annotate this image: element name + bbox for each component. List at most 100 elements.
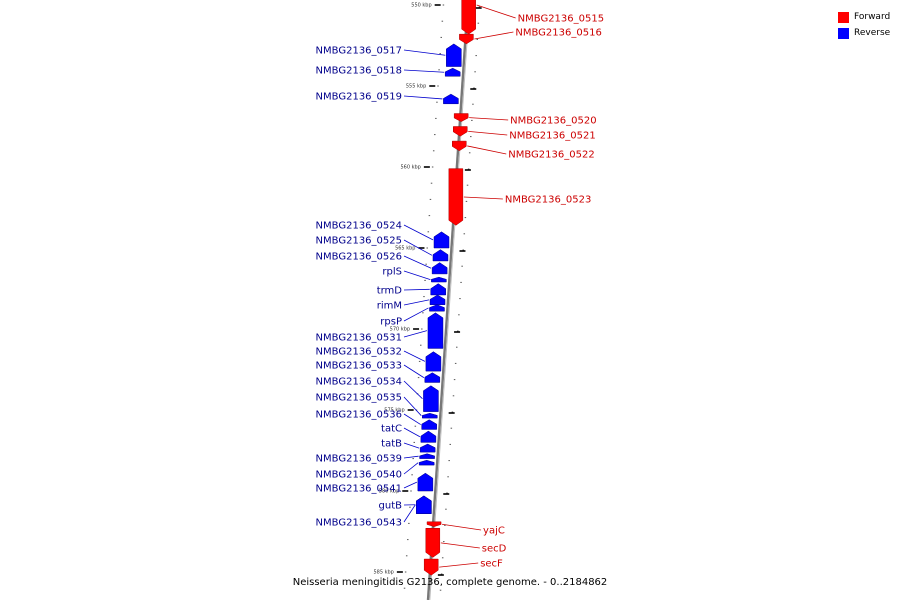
forward-gene-label[interactable]: secD [482, 544, 507, 555]
reverse-gene-leader [403, 455, 419, 459]
reverse-gene-leader [403, 299, 430, 306]
reverse-gene[interactable] [433, 231, 450, 249]
forward-gene[interactable] [453, 113, 469, 122]
reverse-gene[interactable] [417, 472, 434, 492]
reverse-gene-leader [403, 350, 426, 362]
reverse-gene-label[interactable]: rimM [377, 301, 402, 312]
legend-item-forward: Forward [838, 9, 890, 25]
reverse-gene-leader [403, 504, 416, 523]
genome-axis-shadow [429, 0, 471, 600]
forward-gene-label[interactable]: NMBG2136_0521 [509, 131, 595, 142]
forward-gene-leader [474, 31, 514, 40]
reverse-gene[interactable] [418, 459, 435, 466]
reverse-gene-leader [403, 255, 432, 269]
forward-gene-label[interactable]: yajC [483, 526, 505, 537]
forward-gene[interactable] [461, 0, 476, 35]
reverse-gene-leader [403, 413, 421, 425]
reverse-gene-label[interactable]: tatB [381, 439, 402, 450]
reverse-gene-leader [403, 270, 431, 280]
kbp-tick-label: 550 kbp [411, 3, 431, 9]
reverse-gene-label[interactable]: NMBG2136_0526 [316, 252, 402, 263]
reverse-gene-label[interactable]: NMBG2136_0539 [316, 454, 402, 465]
forward-gene-leader [439, 562, 479, 568]
reverse-gene[interactable] [420, 430, 437, 443]
kbp-tick-label: 565 kbp [395, 246, 415, 252]
reverse-gene-label[interactable]: NMBG2136_0534 [316, 377, 402, 388]
reverse-gene-leader [403, 427, 421, 438]
forward-gene-label[interactable]: NMBG2136_0516 [515, 28, 601, 39]
forward-gene-label[interactable]: secF [480, 559, 503, 570]
genome-caption: Neisseria meningitidis G2136, complete g… [292, 577, 608, 588]
forward-gene-label[interactable]: NMBG2136_0523 [505, 195, 591, 206]
reverse-gene[interactable] [423, 385, 439, 412]
reverse-gene-leader [403, 442, 420, 449]
reverse-gene-label[interactable]: NMBG2136_0531 [316, 333, 402, 344]
reverse-gene-label[interactable]: rplS [382, 267, 402, 278]
reverse-gene-label[interactable]: NMBG2136_0532 [316, 347, 402, 358]
reverse-gene-label[interactable]: gutB [379, 501, 403, 512]
reverse-gene-label[interactable]: rpsP [380, 317, 402, 328]
forward-gene-label[interactable]: NMBG2136_0520 [510, 116, 596, 127]
forward-gene-label[interactable]: NMBG2136_0522 [508, 150, 594, 161]
reverse-gene[interactable] [432, 249, 449, 262]
reverse-gene-label[interactable]: NMBG2136_0535 [316, 393, 402, 404]
reverse-gene[interactable] [444, 67, 461, 77]
legend-label-forward: Forward [854, 12, 891, 22]
reverse-gene[interactable] [430, 283, 446, 296]
kbp-tick-label: 560 kbp [400, 165, 420, 171]
reverse-gene[interactable] [429, 294, 446, 305]
reverse-gene-label[interactable]: NMBG2136_0524 [316, 221, 402, 232]
forward-gene[interactable] [448, 168, 464, 226]
reverse-gene[interactable] [443, 93, 459, 105]
reverse-gene[interactable] [419, 453, 435, 459]
forward-gene-label[interactable]: NMBG2136_0515 [518, 14, 604, 25]
forward-gene[interactable] [452, 126, 468, 137]
reverse-gene-leader [403, 49, 446, 56]
reverse-gene-leader [403, 380, 423, 399]
reverse-gene[interactable] [446, 43, 462, 67]
forward-gene[interactable] [426, 521, 442, 527]
reverse-gene-label[interactable]: NMBG2136_0518 [316, 66, 402, 77]
forward-gene-leader [441, 523, 482, 531]
forward-gene[interactable] [423, 558, 439, 576]
forward-gene[interactable] [459, 33, 474, 45]
reverse-gene[interactable] [431, 262, 448, 275]
reverse-gene[interactable] [427, 312, 444, 349]
reverse-gene-label[interactable]: NMBG2136_0519 [316, 92, 402, 103]
kbp-tick-label: 555 kbp [406, 84, 426, 90]
reverse-gene[interactable] [419, 443, 436, 453]
legend-swatch-forward [838, 11, 849, 23]
reverse-gene-label[interactable]: NMBG2136_0517 [316, 46, 402, 57]
reverse-gene-label[interactable]: trmD [377, 286, 403, 297]
legend-label-reverse: Reverse [854, 28, 891, 38]
forward-gene-leader [467, 145, 507, 155]
reverse-gene[interactable] [429, 304, 445, 312]
reverse-gene-label[interactable]: NMBG2136_0543 [316, 518, 402, 529]
genome-axis [426, 0, 470, 600]
reverse-gene-leader [403, 396, 422, 416]
reverse-gene-leader [403, 307, 429, 322]
forward-gene-leader [469, 117, 509, 121]
reverse-gene-label[interactable]: NMBG2136_0533 [316, 361, 402, 372]
reverse-gene[interactable] [422, 412, 438, 419]
reverse-gene-label[interactable]: NMBG2136_0541 [316, 484, 402, 495]
reverse-gene-label[interactable]: NMBG2136_0525 [316, 236, 402, 247]
reverse-gene-label[interactable]: NMBG2136_0540 [316, 470, 402, 481]
forward-gene-leader [468, 130, 508, 136]
reverse-gene-label[interactable]: NMBG2136_0536 [316, 410, 402, 421]
forward-gene-leader [463, 196, 503, 200]
reverse-gene-leader [403, 239, 433, 256]
kbp-tick-label: 585 kbp [373, 570, 393, 576]
reverse-gene[interactable] [416, 495, 432, 514]
forward-gene[interactable] [452, 140, 467, 152]
reverse-gene[interactable] [421, 419, 437, 430]
reverse-gene[interactable] [431, 276, 447, 283]
reverse-gene-label[interactable]: tatC [381, 424, 402, 435]
reverse-gene[interactable] [424, 372, 441, 383]
kbp-tick-label: 575 kbp [384, 408, 404, 414]
forward-gene[interactable] [425, 528, 441, 558]
reverse-gene[interactable] [425, 351, 442, 372]
reverse-gene-leader [403, 69, 445, 73]
reverse-gene-leader [403, 224, 434, 241]
